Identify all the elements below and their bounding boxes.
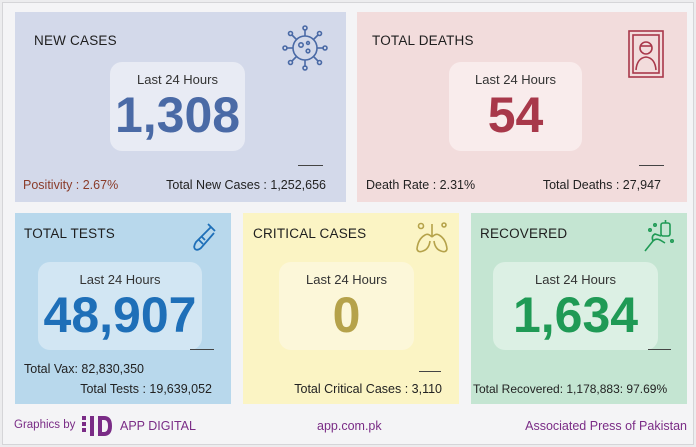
tests-value: 48,907 <box>43 287 197 343</box>
recovered-period: Last 24 Hours <box>535 272 616 287</box>
recovered-panel: Last 24 Hours 1,634 <box>493 262 658 350</box>
total-deaths-text: Total Deaths : 27,947 <box>542 178 661 192</box>
divider <box>419 371 441 372</box>
deaths-period: Last 24 Hours <box>475 72 556 87</box>
total-recovered-text: Total Recovered: 1,178,883: 97.69% <box>473 382 668 396</box>
new-cases-card: NEW CASES Last 24 Hours 1,308 Positivity… <box>15 12 346 202</box>
total-tests-text: Total Tests : 19,639,052 <box>80 382 212 396</box>
new-cases-value: 1,308 <box>114 87 241 143</box>
divider <box>298 165 323 166</box>
total-vax-text: Total Vax: 82,830,350 <box>24 362 144 376</box>
lungs-icon <box>416 222 448 253</box>
critical-cases-title: CRITICAL CASES <box>253 226 367 241</box>
divider <box>639 165 664 166</box>
death-rate-text: Death Rate : 2.31% <box>366 178 476 192</box>
brand-name: APP DIGITAL <box>120 419 196 433</box>
recovered-title: RECOVERED <box>480 226 568 241</box>
divider <box>190 349 214 350</box>
total-new-cases: Total New Cases : 1,252,656 <box>166 178 326 192</box>
footer-bar: Graphics by APP DIGITAL app.com.pk Assoc… <box>3 407 693 443</box>
critical-panel: Last 24 Hours 0 <box>279 262 414 350</box>
recovered-value: 1,634 <box>512 287 639 343</box>
portrait-frame-icon <box>628 30 664 78</box>
critical-period: Last 24 Hours <box>306 272 387 287</box>
virus-icon <box>282 25 328 71</box>
app-digital-logo-icon <box>82 416 112 436</box>
positivity-text: Positivity : 2.67% <box>23 178 119 192</box>
divider <box>648 349 671 350</box>
deaths-panel: Last 24 Hours 54 <box>449 62 582 151</box>
critical-value: 0 <box>332 287 361 343</box>
new-cases-panel: Last 24 Hours 1,308 <box>110 62 245 151</box>
tests-panel: Last 24 Hours 48,907 <box>38 262 202 350</box>
total-critical-text: Total Critical Cases : 3,110 <box>294 382 442 396</box>
new-cases-title: NEW CASES <box>34 33 117 48</box>
agency-name: Associated Press of Pakistan <box>525 419 687 433</box>
graphics-by-label: Graphics by <box>14 419 76 431</box>
total-tests-card: TOTAL TESTS Last 24 Hours 48,907 Total V… <box>15 213 231 404</box>
critical-cases-card: CRITICAL CASES Last 24 Hours 0 Total Cri… <box>243 213 459 404</box>
test-tube-icon <box>193 223 216 251</box>
deaths-value: 54 <box>487 87 544 143</box>
tests-period: Last 24 Hours <box>79 272 161 287</box>
total-deaths-title: TOTAL DEATHS <box>372 33 474 48</box>
total-tests-title: TOTAL TESTS <box>24 226 115 241</box>
total-deaths-card: TOTAL DEATHS Last 24 Hours 54 Death Rate… <box>357 12 687 202</box>
website-link[interactable]: app.com.pk <box>317 419 382 433</box>
recovered-card: RECOVERED Last 24 Hours 1,634 Total Reco… <box>471 213 687 404</box>
new-cases-period: Last 24 Hours <box>137 72 218 87</box>
sanitizer-hand-icon <box>644 220 674 252</box>
